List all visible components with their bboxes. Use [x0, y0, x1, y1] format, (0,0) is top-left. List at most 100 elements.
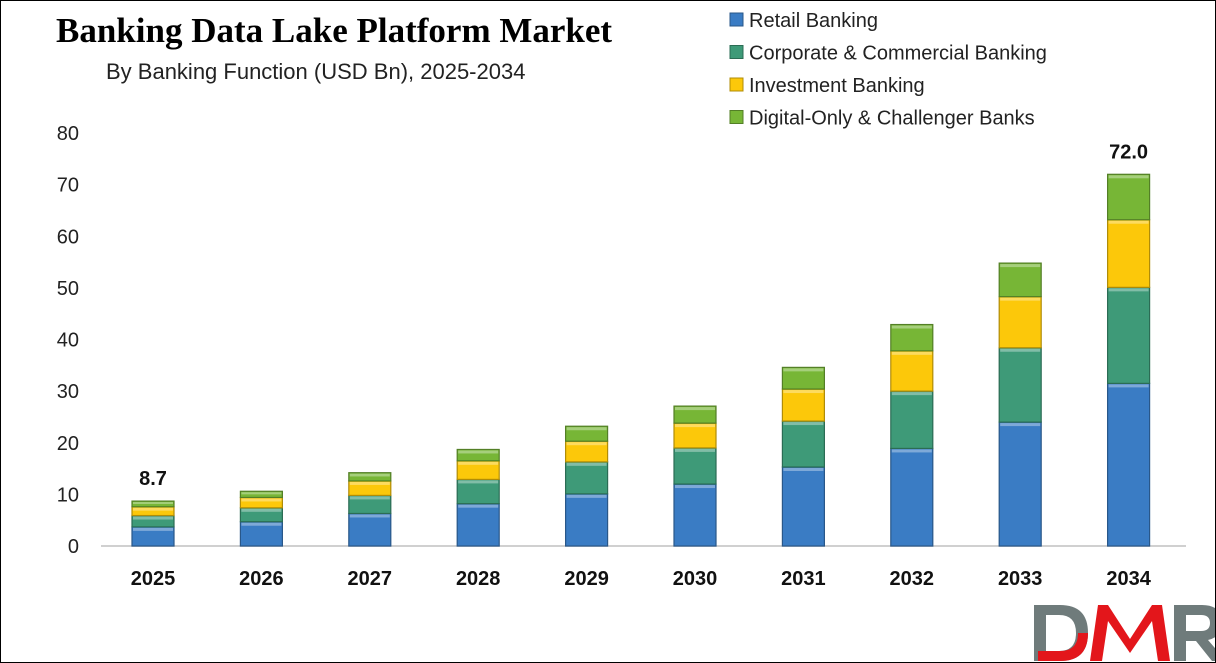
bar-segment-digital-only-challenger-banks — [348, 472, 392, 482]
bar-segment-retail-banking — [348, 512, 392, 547]
bar-bevel — [566, 462, 607, 466]
bar-bevel — [1000, 423, 1041, 427]
bar-stack-2031 — [781, 366, 826, 547]
data-labels: 8.7 72.0 — [139, 141, 1148, 490]
legend-swatch — [729, 110, 744, 124]
bar-stack-2025 — [131, 500, 175, 547]
legend-swatch — [729, 12, 744, 27]
bar-segment-digital-only-challenger-banks — [1106, 173, 1151, 221]
x-tick-label: 2027 — [348, 568, 393, 590]
data-label-2025: 8.7 — [139, 468, 167, 490]
bar-bevel — [349, 496, 390, 500]
legend-label: Investment Banking — [749, 75, 925, 97]
x-tick-label: 2029 — [564, 568, 609, 590]
bar-bevel — [349, 514, 390, 518]
bar-segment-digital-only-challenger-banks — [998, 262, 1042, 298]
bar-bevel — [1000, 348, 1041, 352]
y-axis: 0 10 20 30 40 50 60 70 80 — [57, 123, 79, 558]
bar-stack-2033 — [998, 262, 1042, 547]
bar-segment-retail-banking — [781, 466, 826, 547]
bar-stack-2034 — [1106, 173, 1151, 547]
bar-bevel — [1000, 264, 1041, 268]
bar-stack-2032 — [890, 323, 934, 547]
bar-segment-corporate-commercial-banking — [781, 420, 826, 468]
bar-bevel — [783, 422, 824, 426]
y-tick-label: 40 — [57, 330, 79, 352]
y-tick-label: 70 — [57, 175, 79, 197]
bar-bevel — [349, 481, 390, 485]
bar-segment-corporate-commercial-banking — [890, 390, 934, 450]
bar-bevel — [783, 368, 824, 372]
legend-label: Digital-Only & Challenger Banks — [749, 108, 1035, 130]
y-tick-label: 50 — [57, 278, 79, 300]
x-axis: 2025 2026 2027 2028 2029 2030 2031 2032 2033 2034 — [131, 568, 1152, 590]
bar-segment-digital-only-challenger-banks — [673, 405, 717, 424]
x-tick-label: 2026 — [239, 568, 284, 590]
bar-segment-investment-banking — [1106, 219, 1151, 288]
x-tick-label: 2028 — [456, 568, 501, 590]
legend-label: Retail Banking — [749, 10, 878, 32]
legend-label: Corporate & Commercial Banking — [749, 43, 1047, 65]
y-tick-label: 20 — [57, 433, 79, 455]
bar-bevel — [891, 449, 932, 453]
bar-bevel — [458, 504, 499, 508]
bar-bevel — [891, 392, 932, 396]
legend-item: Investment Banking — [729, 75, 925, 97]
bar-bevel — [458, 461, 499, 465]
bar-segment-retail-banking — [673, 483, 717, 547]
bar-segment-corporate-commercial-banking — [1106, 286, 1151, 384]
bar-bevel — [675, 407, 715, 411]
bar-bevel — [458, 450, 499, 454]
legend: Retail Banking Corporate & Commercial Ban… — [729, 10, 1047, 130]
bar-stack-2027 — [348, 472, 392, 547]
bar-stack-2029 — [564, 425, 609, 547]
bar-segment-corporate-commercial-banking — [564, 461, 609, 495]
bar-stack-2030 — [673, 405, 717, 547]
bar-bevel — [133, 527, 173, 531]
dmr-logo — [1034, 605, 1215, 661]
bar-segment-digital-only-challenger-banks — [131, 500, 175, 508]
legend-swatch — [729, 77, 744, 92]
bar-bevel — [1108, 220, 1149, 224]
legend-item: Digital-Only & Challenger Banks — [729, 108, 1035, 130]
y-tick-label: 0 — [68, 536, 79, 558]
bar-bevel — [241, 508, 282, 512]
bar-bevel — [675, 485, 715, 489]
bar-bevel — [133, 502, 173, 504]
bar-bevel — [675, 424, 715, 428]
y-tick-label: 30 — [57, 381, 79, 403]
bar-bevel — [241, 522, 282, 526]
bars — [131, 173, 1151, 547]
bar-segment-retail-banking — [890, 447, 934, 547]
legend-swatch — [729, 45, 744, 59]
bar-bevel — [241, 492, 282, 495]
y-tick-label: 80 — [57, 123, 79, 145]
bar-bevel — [1108, 384, 1149, 388]
bar-segment-digital-only-challenger-banks — [239, 490, 283, 499]
bar-segment-digital-only-challenger-banks — [890, 323, 934, 352]
bar-segment-retail-banking — [564, 493, 609, 547]
bar-stack-2026 — [239, 490, 283, 547]
x-tick-label: 2025 — [131, 568, 176, 590]
legend-item: Corporate & Commercial Banking — [729, 43, 1047, 65]
bar-bevel — [566, 427, 607, 431]
bar-segment-retail-banking — [1106, 382, 1151, 547]
bar-bevel — [783, 468, 824, 472]
chart-title: Banking Data Lake Platform Market — [56, 11, 612, 50]
data-label-2034: 72.0 — [1109, 141, 1148, 163]
bar-bevel — [891, 351, 932, 355]
bar-bevel — [1000, 297, 1041, 301]
legend-item: Retail Banking — [729, 10, 878, 32]
bar-bevel — [783, 390, 824, 394]
bar-bevel — [133, 507, 173, 511]
bar-bevel — [566, 442, 607, 446]
bar-segment-retail-banking — [456, 503, 500, 547]
bar-bevel — [133, 516, 173, 520]
bar-segment-corporate-commercial-banking — [998, 347, 1042, 423]
bar-segment-investment-banking — [998, 296, 1042, 349]
bar-segment-corporate-commercial-banking — [673, 447, 717, 485]
bar-bevel — [458, 480, 499, 484]
y-tick-label: 60 — [57, 226, 79, 248]
